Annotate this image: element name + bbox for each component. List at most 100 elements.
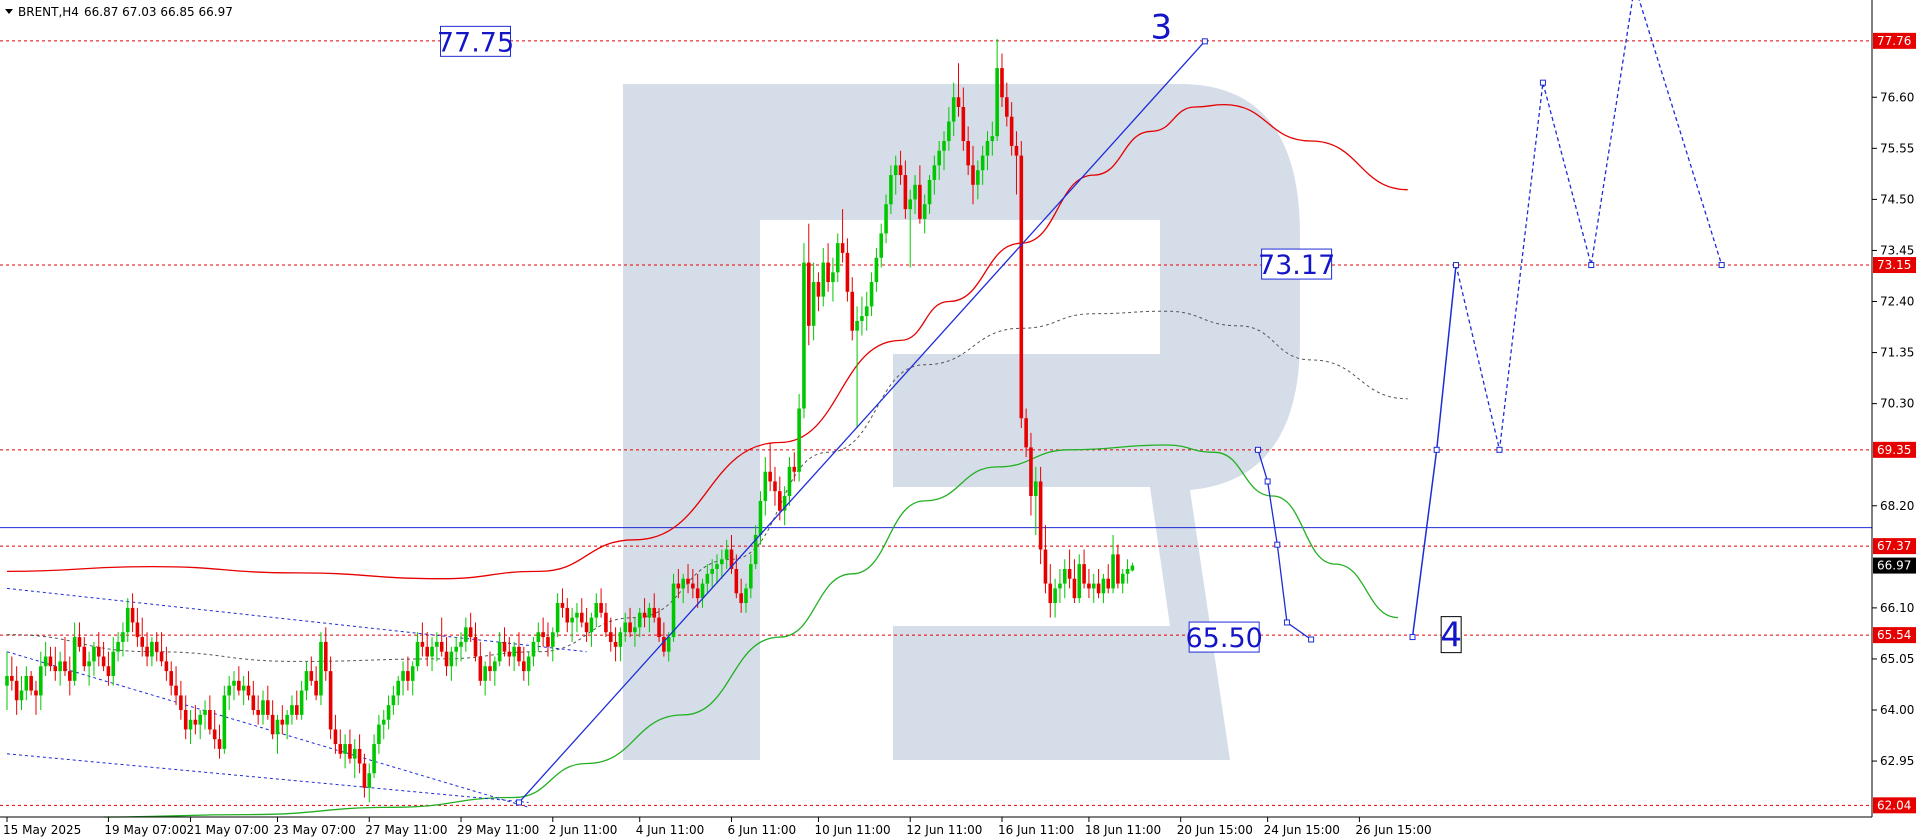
- candle-body: [536, 632, 541, 642]
- y-tick-label: 62.95: [1880, 754, 1914, 768]
- candle-body: [1043, 549, 1048, 584]
- wave-point: [1718, 262, 1725, 269]
- candle-body: [1077, 564, 1082, 599]
- candle-body: [806, 262, 811, 326]
- candle-body: [633, 627, 637, 633]
- candle-body: [1053, 588, 1057, 604]
- level-price-tag: [1873, 257, 1916, 274]
- candle-body: [922, 204, 927, 219]
- candle-body: [314, 680, 318, 696]
- candle-body: [251, 695, 256, 711]
- candle-body: [893, 165, 898, 176]
- level-price-tag: [1873, 797, 1916, 814]
- candle-body: [386, 705, 391, 720]
- candle-body: [913, 184, 917, 200]
- candle-body: [589, 617, 594, 633]
- candle-body: [826, 262, 830, 283]
- candle-body: [874, 257, 879, 283]
- candle-body: [101, 656, 106, 667]
- candle-body: [391, 695, 396, 706]
- candle-body: [468, 627, 473, 638]
- candle-body: [203, 710, 207, 715]
- candle-body: [956, 97, 961, 107]
- candle-body: [864, 306, 869, 317]
- channel-line-1: [6, 651, 529, 808]
- candle-body: [531, 641, 536, 657]
- candle-body: [14, 680, 19, 701]
- candle-body: [1024, 418, 1028, 448]
- candle-body: [261, 700, 265, 715]
- candle-body: [222, 695, 227, 749]
- candle-body: [618, 632, 623, 647]
- level-lines: [0, 40, 1872, 806]
- candle-body: [290, 705, 294, 715]
- candle-body: [691, 583, 695, 589]
- candle-body: [763, 471, 768, 501]
- candle-body: [1000, 68, 1004, 98]
- candle-body: [845, 252, 850, 292]
- x-tick-label: 19 May 07:00: [104, 823, 186, 837]
- candle-body: [444, 651, 449, 667]
- candle-body: [1111, 554, 1115, 589]
- candle-body: [889, 175, 893, 205]
- candle-body: [555, 603, 560, 633]
- wave-4-box: [1440, 616, 1462, 654]
- candle-body: [121, 632, 125, 642]
- y-axis: 76.60 75.55 74.50 73.45 72.40 71.35 70.30 68.20…: [1872, 32, 1916, 814]
- candle-body: [546, 637, 550, 647]
- candle-body: [1082, 564, 1086, 584]
- header-dropdown-icon[interactable]: [5, 9, 13, 14]
- level-price-tag: [1873, 32, 1916, 49]
- wave-point: [1433, 446, 1440, 453]
- x-tick-label: 16 Jun 11:00: [998, 823, 1074, 837]
- candle-body: [526, 656, 531, 672]
- candle-body: [1014, 145, 1019, 156]
- forecast-dashed-line: [1455, 0, 1723, 450]
- candle-body: [676, 583, 681, 589]
- candle-body: [884, 204, 888, 234]
- wave-point: [1496, 446, 1503, 453]
- candle-body: [831, 272, 835, 283]
- candle-body: [164, 661, 169, 672]
- candle-body: [150, 641, 154, 657]
- candle-body: [782, 496, 787, 511]
- candle-body: [961, 106, 966, 142]
- candle-body: [106, 666, 111, 676]
- y-tick-label: 72.40: [1880, 295, 1914, 309]
- candle-body: [985, 141, 990, 156]
- candle-body: [435, 641, 439, 647]
- candle-body: [34, 690, 38, 696]
- candle-body: [942, 141, 946, 151]
- candle-body: [275, 719, 280, 735]
- candle-body: [879, 233, 884, 258]
- chart-header[interactable]: BRENT,H4 66.87 67.03 66.85 66.97: [5, 5, 233, 19]
- x-tick-label: 29 May 11:00: [457, 823, 539, 837]
- y-tick-label: 74.50: [1880, 192, 1914, 206]
- candle-body: [39, 666, 43, 696]
- candle-body: [647, 607, 652, 618]
- candle-body: [333, 729, 338, 745]
- candle-body: [256, 710, 260, 715]
- x-axis: 15 May 2025 19 May 07:00 21 May 07:00 23 Ma…: [3, 817, 1432, 837]
- wave-point: [1201, 38, 1208, 45]
- candle-body: [338, 744, 343, 754]
- candle-body: [348, 744, 352, 759]
- candle-body: [995, 68, 999, 137]
- candle-body: [169, 671, 174, 686]
- candle-body: [430, 646, 434, 657]
- x-tick-label: 23 May 07:00: [273, 823, 355, 837]
- candle-body: [918, 184, 922, 219]
- current-price-label: 66.97: [1877, 559, 1911, 573]
- candle-body: [266, 700, 270, 715]
- y-tick-label: 70.30: [1880, 397, 1914, 411]
- candle-body: [183, 710, 188, 730]
- candle-body: [976, 170, 980, 185]
- candle-body: [937, 150, 941, 166]
- candle-body: [295, 705, 299, 715]
- candle-body: [280, 719, 285, 725]
- candle-body: [652, 607, 657, 618]
- candle-body: [710, 568, 714, 574]
- candle-body: [362, 763, 367, 788]
- candle-body: [1062, 568, 1067, 584]
